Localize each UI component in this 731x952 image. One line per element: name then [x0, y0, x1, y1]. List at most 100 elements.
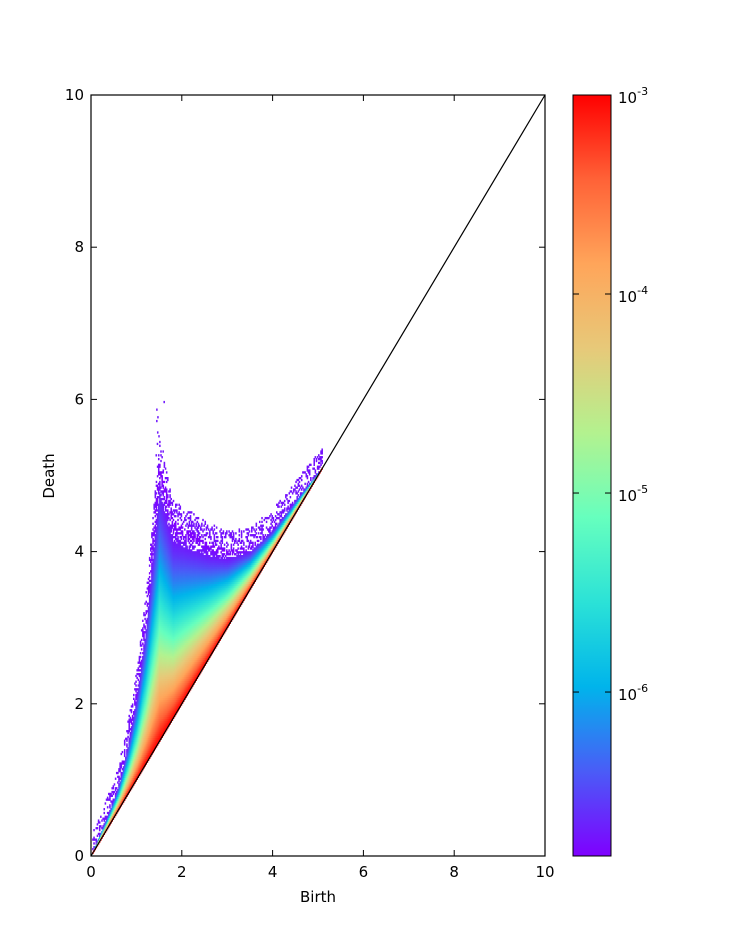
heatmap-cell: [150, 600, 152, 603]
heatmap-cell: [180, 549, 183, 552]
heatmap-cell: [180, 598, 183, 602]
heatmap-cell: [150, 743, 152, 746]
heatmap-cell: [165, 638, 168, 642]
heatmap-cell: [181, 699, 184, 702]
heatmap-cell: [171, 589, 174, 592]
heatmap-cell: [178, 608, 180, 611]
heatmap-cell: [137, 695, 140, 699]
heatmap-cell: [163, 532, 166, 535]
heatmap-cell: [155, 577, 158, 581]
heatmap-cell: [167, 676, 169, 680]
heatmap-cell: [150, 703, 152, 706]
heatmap-cell: [177, 701, 179, 704]
heatmap-cell: [177, 564, 179, 567]
heatmap-cell: [159, 530, 161, 533]
heatmap-cell: [160, 518, 162, 522]
heatmap-cell: [162, 678, 165, 681]
heatmap-cell: [162, 638, 165, 642]
heatmap-cell: [162, 720, 165, 723]
heatmap-cell: [153, 674, 155, 678]
heatmap-cell: [143, 644, 145, 647]
heatmap-cell: [153, 570, 155, 573]
heatmap-cell: [176, 619, 178, 622]
heatmap-cell: [138, 724, 141, 727]
heatmap-cell: [163, 608, 166, 611]
heatmap-cell: [145, 705, 148, 708]
heatmap-cell: [109, 794, 111, 798]
heatmap-cell: [161, 728, 163, 731]
heatmap-cell: [172, 555, 175, 558]
heatmap-cell: [133, 728, 135, 731]
heatmap-cell: [173, 648, 176, 651]
heatmap-cell: [109, 804, 111, 807]
heatmap-cell: [95, 827, 98, 830]
heatmap-cell: [153, 680, 155, 683]
heatmap-cell: [153, 722, 155, 725]
heatmap-cell: [153, 735, 155, 739]
heatmap-cell: [160, 503, 162, 506]
heatmap-cell: [172, 509, 175, 512]
heatmap-cell: [147, 686, 150, 689]
heatmap-cell: [157, 492, 160, 495]
heatmap-cell: [173, 705, 176, 708]
heatmap-cell: [152, 575, 154, 579]
heatmap-cell: [177, 570, 179, 573]
heatmap-cell: [144, 690, 146, 693]
heatmap-cell: [148, 640, 151, 643]
heatmap-cell: [162, 711, 165, 714]
heatmap-cell: [181, 619, 184, 622]
heatmap-cell: [181, 574, 184, 577]
heatmap-cell: [156, 731, 159, 735]
heatmap-cell: [153, 564, 155, 567]
heatmap-cell: [179, 551, 182, 554]
heatmap-cell: [181, 594, 184, 598]
heatmap-cell: [153, 600, 155, 603]
heatmap-cell: [181, 682, 184, 685]
heatmap-cell: [181, 644, 184, 647]
heatmap-cell: [92, 847, 94, 851]
heatmap-cell: [163, 663, 166, 666]
heatmap-cell: [165, 568, 168, 571]
heatmap-cell: [152, 726, 154, 729]
heatmap-cell: [118, 806, 120, 809]
heatmap-cell: [159, 644, 161, 647]
heatmap-cell: [138, 682, 141, 685]
heatmap-cell: [135, 726, 137, 729]
heatmap-cell: [172, 642, 175, 645]
heatmap-cell: [148, 556, 151, 560]
heatmap-cell: [156, 638, 159, 642]
heatmap-cell: [156, 484, 159, 487]
heatmap-cell: [146, 671, 149, 674]
heatmap-cell: [142, 642, 144, 645]
heatmap-cell: [174, 634, 177, 638]
heatmap-cell: [171, 693, 174, 697]
heatmap-cell: [174, 547, 177, 550]
heatmap-cell: [164, 556, 167, 560]
heatmap-cell: [162, 562, 165, 565]
heatmap-cell: [161, 562, 163, 565]
heatmap-cell: [165, 623, 168, 626]
heatmap-cell: [133, 722, 135, 725]
heatmap-cell: [148, 667, 151, 670]
heatmap-cell: [159, 589, 161, 592]
heatmap-cell: [176, 707, 178, 710]
heatmap-cell: [168, 684, 170, 687]
heatmap-cell: [155, 697, 158, 700]
heatmap-cell: [165, 691, 168, 695]
heatmap-cell: [145, 741, 148, 744]
heatmap-cell: [147, 703, 150, 706]
heatmap-cell: [173, 680, 176, 683]
heatmap-cell: [143, 676, 145, 680]
heatmap-cell: [152, 648, 154, 651]
heatmap-cell: [146, 619, 149, 622]
heatmap-cell: [155, 562, 158, 565]
heatmap-cell: [147, 688, 150, 691]
heatmap-cell: [171, 712, 174, 716]
heatmap-cell: [111, 815, 113, 818]
heatmap-cell: [168, 537, 170, 541]
heatmap-cell: [169, 623, 171, 626]
heatmap-cell: [145, 640, 148, 643]
heatmap-cell: [150, 613, 152, 617]
heatmap-cell: [167, 600, 169, 603]
heatmap-cell: [169, 499, 171, 503]
